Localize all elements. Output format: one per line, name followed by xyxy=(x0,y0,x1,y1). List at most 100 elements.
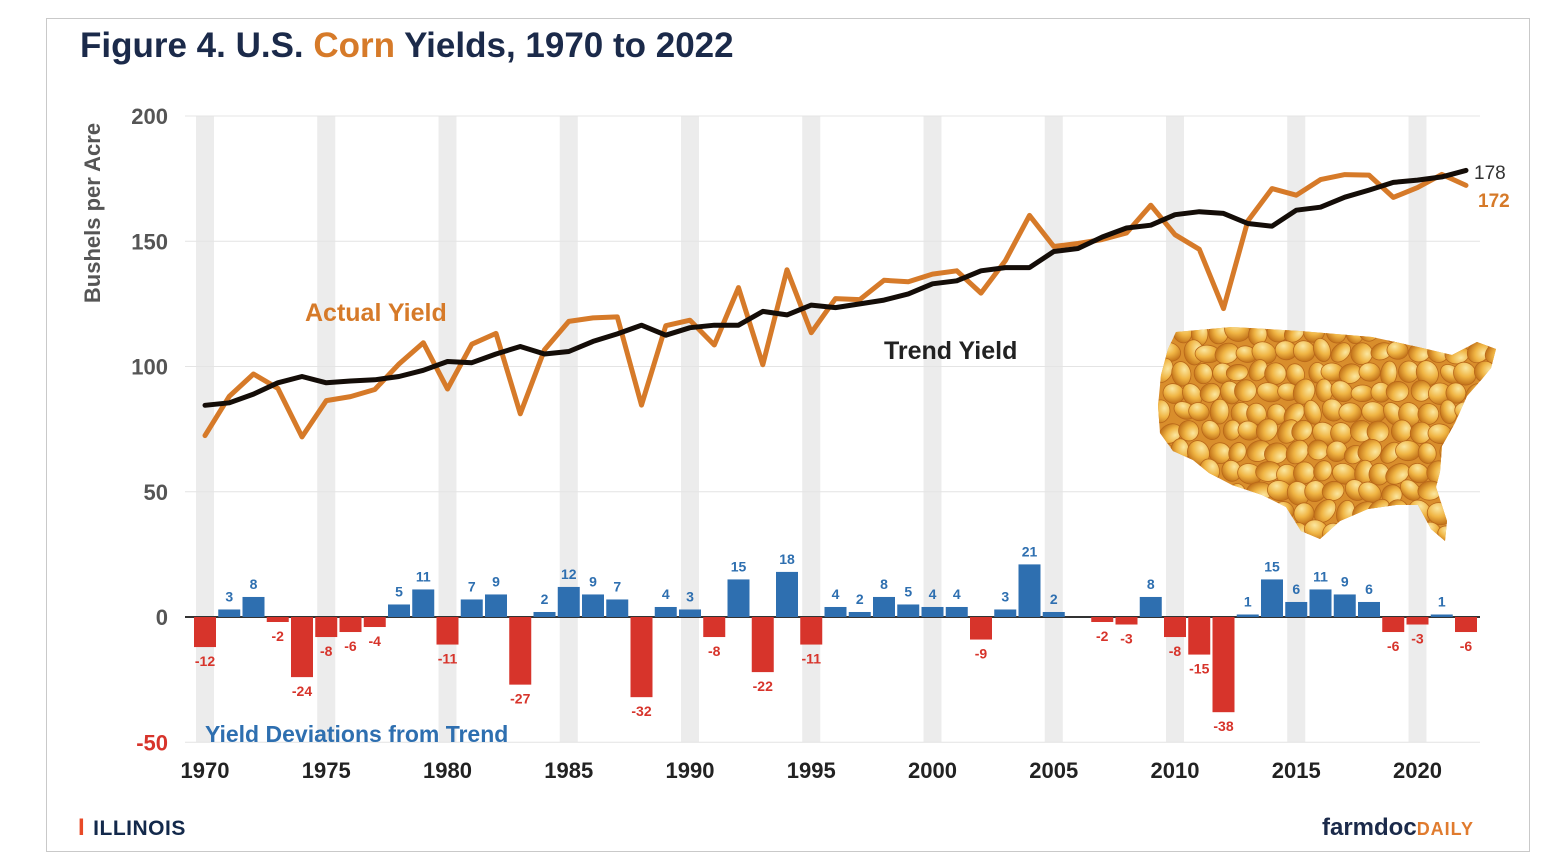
deviation-bar xyxy=(1261,579,1283,617)
corn-kernel xyxy=(1476,523,1496,541)
deviation-bar xyxy=(606,599,629,617)
x-tick-label: 1970 xyxy=(181,758,230,783)
corn-kernel xyxy=(1415,360,1439,386)
deviation-bar xyxy=(800,617,823,645)
deviation-label: 4 xyxy=(662,586,670,602)
deviation-bar xyxy=(194,617,216,648)
deviation-label: 2 xyxy=(1050,591,1058,607)
deviation-bar xyxy=(460,599,483,617)
corn-kernel xyxy=(1209,398,1230,425)
deviation-label: -8 xyxy=(708,643,721,659)
corn-kernel xyxy=(1465,500,1487,526)
deviation-bar xyxy=(315,617,338,638)
year-band xyxy=(1044,116,1063,743)
deviation-bar xyxy=(1115,617,1138,625)
deviation-bar xyxy=(266,617,289,623)
corn-kernel xyxy=(1330,380,1354,403)
deviation-label: 9 xyxy=(1341,573,1349,589)
deviation-bar xyxy=(1018,564,1041,617)
deviation-label: 6 xyxy=(1292,581,1300,597)
corn-kernel xyxy=(1313,460,1333,482)
corn-kernel xyxy=(1245,518,1270,541)
title-highlight: Corn xyxy=(313,26,396,65)
farmdoc-daily-logo: farmdocDAILY xyxy=(1322,814,1474,842)
x-tick-label: 1975 xyxy=(302,758,351,783)
illinois-logo: I ILLINOIS xyxy=(78,814,186,842)
deviation-bar xyxy=(557,586,580,617)
corn-kernel xyxy=(1358,481,1382,504)
corn-kernel xyxy=(1474,443,1495,463)
y-tick-label: -50 xyxy=(136,730,168,755)
corn-kernel xyxy=(1200,502,1224,527)
x-tick-label: 1995 xyxy=(787,758,836,783)
illinois-wordmark: ILLINOIS xyxy=(93,817,186,840)
y-tick-label: 100 xyxy=(131,355,168,380)
deviation-bar xyxy=(363,617,386,628)
deviation-bar xyxy=(509,617,532,685)
deviation-bar xyxy=(1091,617,1114,623)
deviation-bar xyxy=(703,617,726,638)
deviation-label: 11 xyxy=(1313,568,1328,584)
deviation-label: -3 xyxy=(1120,631,1133,647)
deviation-bar xyxy=(1042,611,1065,617)
corn-kernel xyxy=(1255,418,1279,442)
deviation-label: -8 xyxy=(320,643,333,659)
deviation-label: 9 xyxy=(492,573,500,589)
deviation-label: -11 xyxy=(802,651,822,667)
corn-kernel xyxy=(1454,401,1479,420)
deviation-label: 9 xyxy=(589,573,597,589)
deviation-bar xyxy=(1406,617,1429,625)
deviation-bar xyxy=(897,604,920,617)
deviation-bar xyxy=(1164,617,1186,638)
deviation-label: -6 xyxy=(344,638,357,654)
corn-kernel xyxy=(1483,463,1496,487)
year-band xyxy=(559,116,578,743)
corn-kernel xyxy=(1363,521,1385,541)
corn-kernel xyxy=(1350,384,1375,402)
corn-kernel xyxy=(1409,421,1432,444)
corn-kernel xyxy=(1399,479,1422,501)
corn-kernel xyxy=(1158,399,1171,424)
year-band xyxy=(681,116,699,743)
corn-kernel xyxy=(1330,342,1351,363)
trend-end-label: 178 xyxy=(1474,163,1506,184)
deviation-label: 4 xyxy=(929,586,937,602)
deviation-bar xyxy=(412,589,435,617)
deviation-bar xyxy=(630,617,653,698)
corn-kernel xyxy=(1379,519,1402,541)
x-axis-ticks: 1970 1975 1980 1985 1990 1995 2000 2005 2010 2015… xyxy=(181,758,1442,783)
actual-yield-annotation: Actual Yield xyxy=(305,299,447,327)
corn-kernel xyxy=(1312,337,1332,362)
deviation-bar xyxy=(339,617,362,633)
corn-kernel xyxy=(1285,439,1309,465)
deviation-bar xyxy=(1382,617,1405,633)
deviation-bar xyxy=(873,596,895,617)
y-tick-label: 0 xyxy=(156,605,168,630)
corn-kernel xyxy=(1350,342,1373,366)
trend-yield-annotation: Trend Yield xyxy=(884,337,1017,365)
corn-kernel xyxy=(1321,480,1345,502)
corn-kernel xyxy=(1330,422,1353,445)
deviation-bar xyxy=(218,609,241,617)
corn-kernel xyxy=(1225,364,1249,382)
deviation-label: -11 xyxy=(438,651,458,667)
deviation-label: 18 xyxy=(779,551,795,567)
deviation-label: 15 xyxy=(1264,558,1280,574)
year-band xyxy=(923,116,942,743)
corn-kernel xyxy=(1357,439,1383,463)
deviation-label: -3 xyxy=(1411,631,1424,647)
deviation-label: 2 xyxy=(856,591,864,607)
deviation-label: 2 xyxy=(541,591,549,607)
corn-kernel xyxy=(1385,381,1410,402)
deviation-bar xyxy=(1333,594,1356,617)
deviation-bar xyxy=(1188,617,1211,655)
deviation-label: -22 xyxy=(753,678,773,694)
corn-kernel xyxy=(1345,522,1366,541)
deviation-bar xyxy=(679,609,701,617)
deviation-label: 8 xyxy=(880,576,888,592)
trend-yield-line xyxy=(202,167,1469,408)
x-tick-label: 2010 xyxy=(1151,758,1200,783)
deviation-bar xyxy=(1358,601,1380,617)
title-suffix: Yields, 1970 to 2022 xyxy=(395,26,734,65)
